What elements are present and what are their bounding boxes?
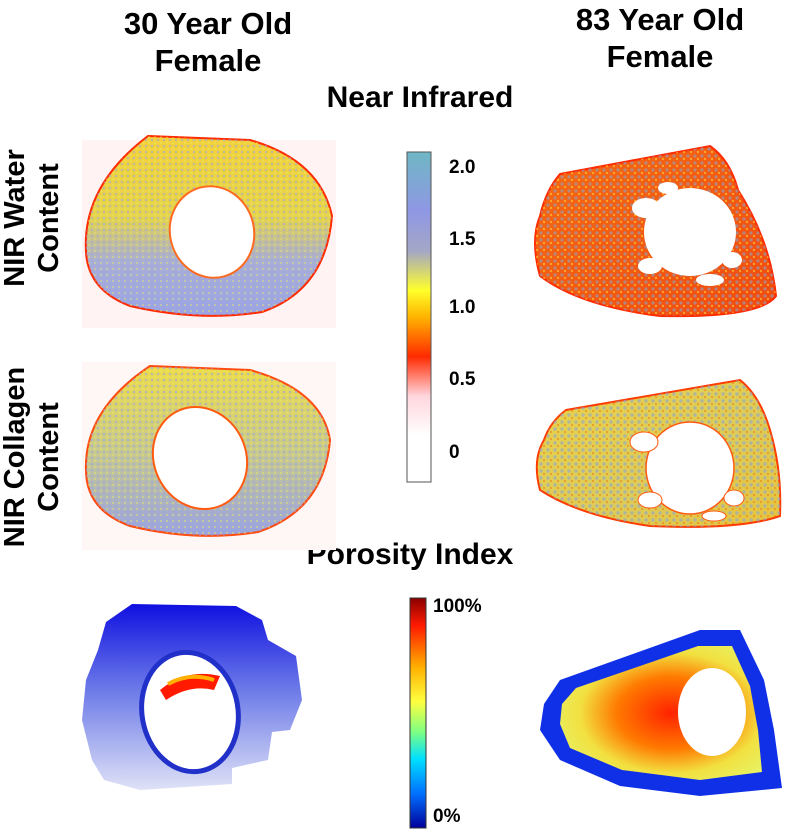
- nir-tick-0: 0: [449, 442, 460, 463]
- nir-colorbar: [406, 151, 432, 483]
- column-header-30-year-line2: Female: [154, 42, 262, 78]
- porosity-tick-0: 0%: [433, 806, 461, 827]
- bone-30yr-nir-water: [82, 134, 336, 328]
- bone-83yr-nir-collagen: [535, 378, 782, 528]
- column-header-83-year-line1: 83 Year Old: [575, 2, 745, 37]
- column-header-83-year-line2: Female: [606, 38, 714, 74]
- column-header-30-year-line1: 30 Year Old: [123, 6, 293, 41]
- bone-30yr-nir-collagen: [82, 362, 336, 550]
- column-header-30-year: 30 Year Old Female: [88, 6, 328, 79]
- near-infrared-title: Near Infrared: [326, 81, 514, 114]
- porosity-map-83yr: [540, 630, 782, 796]
- porosity-tick-100: 100%: [433, 596, 482, 617]
- nir-tick-2-0: 2.0: [449, 157, 476, 178]
- bone-83yr-nir-water: [534, 144, 778, 318]
- nir-tick-1-0: 1.0: [449, 297, 476, 318]
- porosity-index-title: Porosity Index: [306, 538, 514, 571]
- porosity-colorbar: [409, 597, 427, 829]
- nir-tick-1-5: 1.5: [449, 229, 476, 250]
- column-header-83-year: 83 Year Old Female: [540, 2, 780, 75]
- porosity-map-30yr: [82, 604, 302, 790]
- nir-tick-0-5: 0.5: [449, 369, 476, 390]
